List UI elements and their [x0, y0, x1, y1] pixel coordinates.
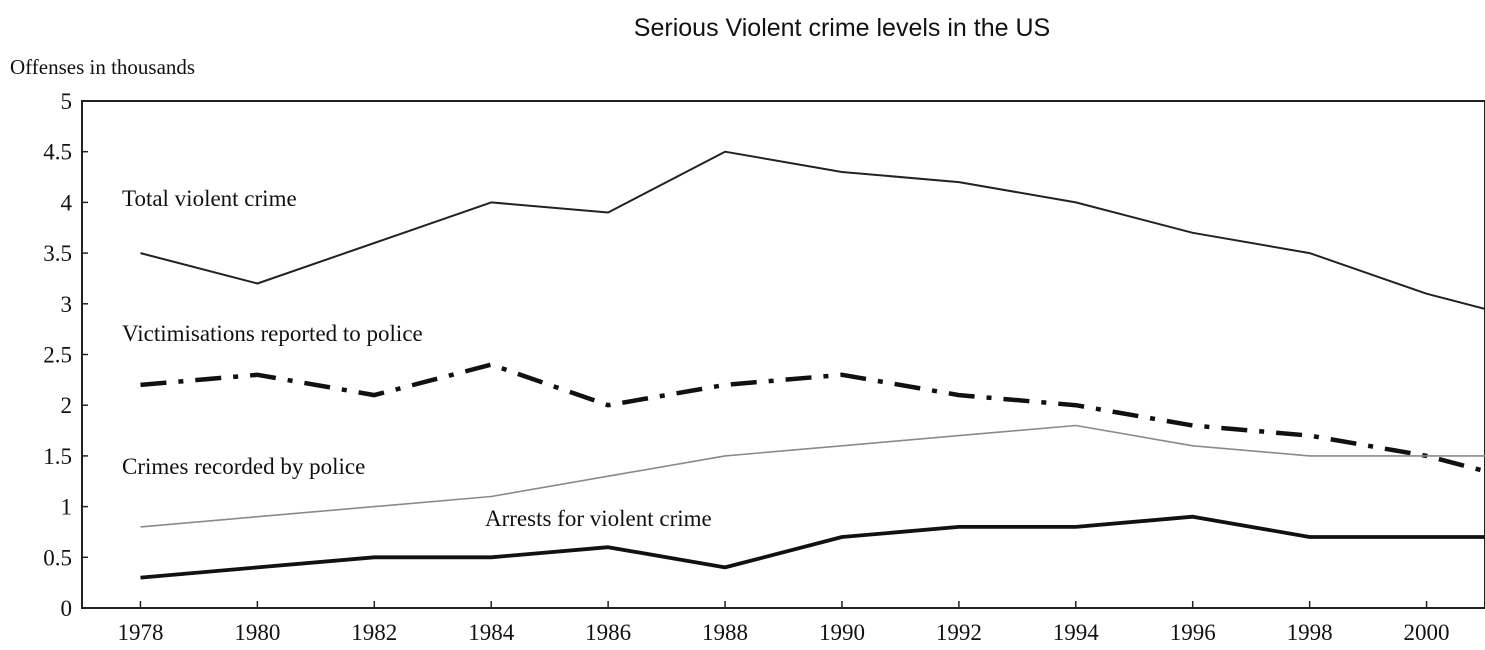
series-line-1 [141, 152, 1485, 309]
x-tick-label: 1978 [117, 620, 163, 645]
series-label-layer: Total violent crime Victimisations report… [122, 186, 712, 531]
y-tick-label: 2 [61, 393, 73, 418]
series-label: Victimisations reported to police [122, 321, 423, 346]
y-axis-label: Offenses in thousands [10, 55, 195, 79]
x-tick-label: 1980 [234, 620, 280, 645]
x-tick-label: 1990 [819, 620, 865, 645]
y-tick-label: 3.5 [43, 241, 72, 266]
y-tick-label: 4 [61, 190, 73, 215]
y-tick-label: 0.5 [43, 545, 72, 570]
series-label: Arrests for violent crime [485, 506, 712, 531]
x-tick-label: 1982 [351, 620, 397, 645]
series-label: Total violent crime [122, 186, 297, 211]
x-tick-label: 1994 [1053, 620, 1100, 645]
x-tick-label: 1988 [702, 620, 748, 645]
x-tick-label: 2000 [1404, 620, 1450, 645]
y-tick-label: 3 [61, 292, 73, 317]
x-tick-label: 1984 [468, 620, 515, 645]
series-line-4 [141, 517, 1485, 578]
x-tick-label: 1992 [936, 620, 982, 645]
x-tick-label: 1998 [1287, 620, 1333, 645]
x-tick-label: 1996 [1170, 620, 1216, 645]
y-tick-label: 4.5 [43, 140, 72, 165]
chart-title: Serious Violent crime levels in the US [634, 14, 1050, 42]
y-tick-label: 5 [61, 89, 73, 114]
y-tick-label: 1 [61, 495, 73, 520]
series-layer [141, 152, 1485, 578]
x-tick-label: 1986 [585, 620, 631, 645]
y-tick-label: 0 [61, 596, 73, 621]
series-label: Crimes recorded by police [122, 454, 365, 479]
y-tick-label: 1.5 [43, 444, 72, 469]
y-tick-label: 2.5 [43, 343, 72, 368]
